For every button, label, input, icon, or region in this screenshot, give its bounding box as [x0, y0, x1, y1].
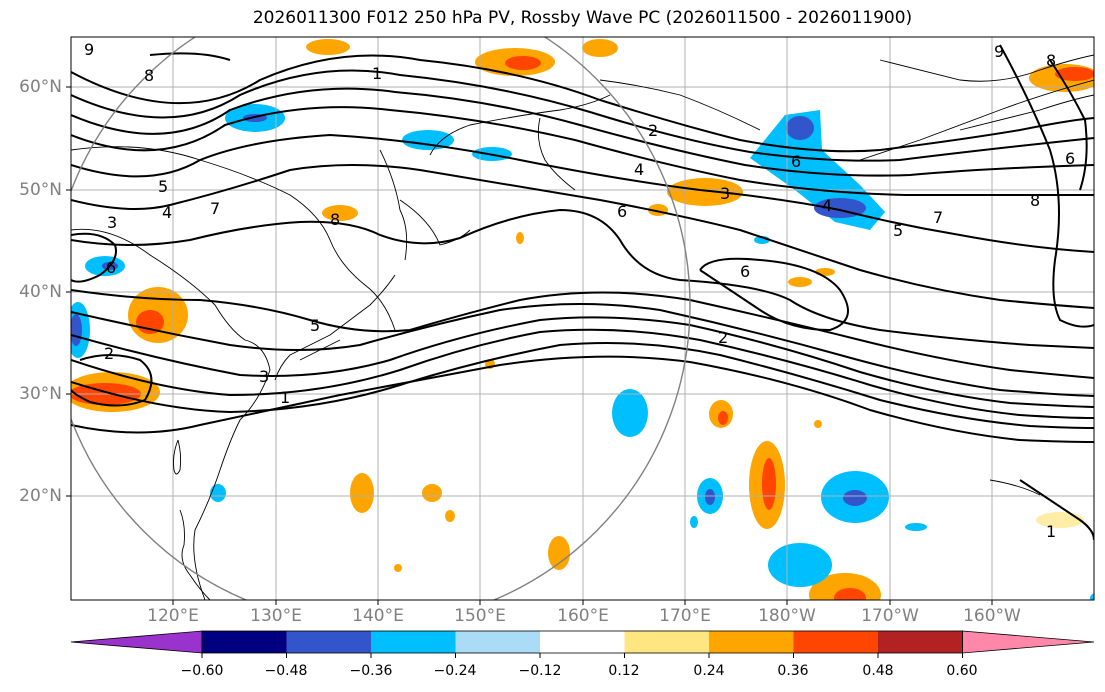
lon-label-160w: 160°W — [963, 606, 1021, 626]
contour-label: 4 — [822, 196, 832, 215]
lat-label-20n: 20°N — [19, 486, 62, 506]
lat-label-40n: 40°N — [19, 282, 62, 302]
contour-label: 9 — [84, 40, 94, 59]
contour-label: 4 — [634, 160, 644, 179]
contour-label: 4 — [162, 203, 172, 222]
colorbar-tick-label: 0.48 — [862, 663, 894, 679]
great-circle-outline — [71, 37, 691, 600]
contour-label: 9 — [994, 42, 1004, 61]
colorbar-tick-label: −0.12 — [518, 663, 562, 679]
contour-label: 6 — [617, 202, 627, 221]
lon-label-170e: 170°E — [659, 606, 711, 626]
lat-label-30n: 30°N — [19, 384, 62, 404]
lat-label-50n: 50°N — [19, 180, 62, 200]
colorbar-tick-label: −0.24 — [433, 663, 477, 679]
lon-label-130e: 130°E — [250, 606, 302, 626]
contour-label: 2 — [648, 121, 658, 140]
lon-label-150e: 150°E — [454, 606, 506, 626]
axis-ticks — [66, 86, 993, 605]
colorbar-tick-label: 0.60 — [946, 663, 978, 679]
lon-label-170w: 170°W — [861, 606, 919, 626]
colorbar-tick-label: −0.36 — [349, 663, 393, 679]
contour-label: 1 — [372, 64, 382, 83]
lat-label-60n: 60°N — [19, 77, 62, 97]
pv-contours — [71, 44, 1094, 541]
lon-label-140e: 140°E — [352, 606, 404, 626]
contour-label: 8 — [1046, 51, 1056, 70]
contour-label: 3 — [107, 213, 117, 232]
contour-label: 6 — [1065, 149, 1075, 168]
contour-label: 7 — [933, 208, 943, 227]
colorbar-tick-label: 0.12 — [608, 663, 640, 679]
contour-label: 5 — [893, 221, 903, 240]
contour-label: 7 — [210, 199, 220, 218]
contour-label: 2 — [718, 328, 728, 347]
lon-label-120e: 120°E — [147, 606, 199, 626]
contour-label: 8 — [330, 210, 340, 229]
contour-label-group: 9 8 1 2 4 3 6 7 5 6 4 3 4 5 7 6 5 3 2 6 … — [84, 40, 1075, 541]
contour-label: 2 — [104, 344, 114, 363]
colorbar-tick-label: −0.48 — [264, 663, 308, 679]
lon-label-160e: 160°E — [557, 606, 609, 626]
contour-label: 8 — [144, 66, 154, 85]
colorbar-tick-label: −0.60 — [180, 663, 224, 679]
lon-label-180w: 180°W — [758, 606, 816, 626]
contour-label: 6 — [106, 258, 116, 277]
negative-anomaly-fill — [71, 104, 1094, 600]
contour-label: 3 — [259, 367, 269, 386]
colorbar-tick-label: 0.36 — [777, 663, 809, 679]
map-title: 2026011300 F012 250 hPa PV, Rossby Wave … — [252, 8, 913, 28]
contour-label: 5 — [158, 177, 168, 196]
contour-label: 1 — [1046, 522, 1056, 541]
colorbar-tick-label: 0.24 — [693, 663, 725, 679]
contour-label: 8 — [1030, 191, 1040, 210]
contour-label: 3 — [720, 184, 730, 203]
colorbar — [70, 630, 1095, 658]
contour-label: 6 — [740, 262, 750, 281]
contour-label: 5 — [310, 316, 320, 335]
contour-label: 1 — [280, 388, 290, 407]
contour-label: 6 — [791, 152, 801, 171]
